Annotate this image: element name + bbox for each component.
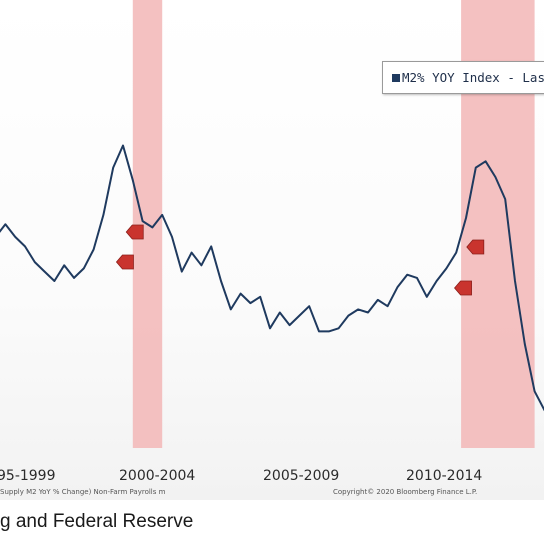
source-note: Supply M2 YoY % Change) Non-Farm Payroll…	[0, 488, 166, 496]
event-marker-2	[115, 254, 134, 270]
period-label-1: 95-1999	[0, 468, 56, 484]
legend-label: M2% YOY Index - Las	[402, 70, 544, 85]
period-label-3: 2005-2009	[263, 468, 340, 484]
chart-legend: M2% YOY Index - Las	[382, 61, 544, 94]
m2-yoy-series-line	[0, 144, 544, 412]
event-marker-4	[454, 280, 472, 296]
legend-swatch	[392, 73, 400, 82]
caption-bar	[0, 500, 544, 544]
event-marker-3	[466, 239, 485, 255]
copyright-note: Copyright© 2020 Bloomberg Finance L.P.	[333, 488, 478, 496]
caption-text: g and Federal Reserve	[0, 511, 194, 532]
event-marker-1	[125, 224, 144, 240]
event-markers	[115, 224, 485, 296]
period-label-2: 2000-2004	[119, 468, 196, 484]
period-label-4: 2010-2014	[406, 468, 483, 484]
chart-area: M2% YOY Index - Las 95-1999 2000-2004 20…	[0, 0, 544, 500]
